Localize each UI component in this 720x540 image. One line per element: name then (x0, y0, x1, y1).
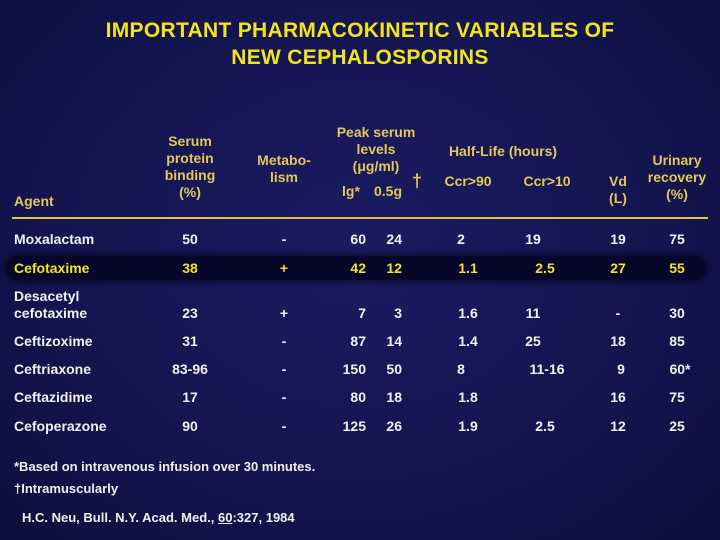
cell-urinary: 30 (669, 305, 685, 321)
cell-urinary: 60* (669, 361, 691, 377)
agent-name-line2: cefotaxime (14, 305, 88, 321)
cell-metabolism: + (279, 260, 289, 276)
cell-urinary: 85 (669, 333, 685, 349)
cell-binding: 38 (182, 260, 198, 276)
header-vd: Vd (L) (609, 173, 627, 206)
header-agent: Agent (14, 193, 54, 209)
cell-urinary: 75 (669, 389, 685, 405)
cell-binding: 23 (182, 305, 198, 321)
citation: H.C. Neu, Bull. N.Y. Acad. Med., 60:327,… (22, 510, 295, 526)
cell-peak-05g: 26 (386, 418, 402, 434)
cell-peak-1g: 7 (358, 305, 366, 321)
header-dagger-mark: † (412, 171, 423, 191)
cell-metabolism: + (279, 305, 289, 321)
cell-halflife-90: 1.4 (458, 333, 478, 349)
cell-metabolism: - (281, 418, 287, 434)
cell-halflife-10: 2.5 (535, 260, 555, 276)
cell-peak-05g: 24 (386, 231, 402, 247)
cell-binding: 31 (182, 333, 198, 349)
cell-binding: 83-96 (172, 361, 208, 377)
agent-name: Ceftriaxone (14, 361, 92, 377)
citation-volume: 60 (218, 510, 233, 525)
cell-urinary: 25 (669, 418, 685, 434)
cell-halflife-90: 1.1 (458, 260, 478, 276)
cell-vd: 18 (610, 333, 626, 349)
header-half-life: Half-Life (hours) (448, 143, 558, 159)
cell-metabolism: - (281, 231, 287, 247)
header-peak-dose-1g: lg* (342, 183, 360, 199)
header-ccr-gt-10: Ccr>10 (523, 173, 571, 189)
agent-name: Ceftizoxime (14, 333, 93, 349)
slide-title-line1: IMPORTANT PHARMACOKINETIC VARIABLES OF (105, 19, 615, 42)
header-metabolism: Metabo- lism (257, 152, 311, 185)
header-ccr-gt-90: Ccr>90 (444, 173, 492, 189)
cell-peak-05g: 3 (394, 305, 402, 321)
header-peak-dose-05g: 0.5g (374, 183, 403, 199)
header-urinary-recovery: Urinary recovery (%) (647, 152, 707, 202)
cell-vd: 19 (610, 231, 626, 247)
header-divider (12, 217, 708, 219)
cell-peak-1g: 80 (350, 389, 366, 405)
cell-halflife-90: 1.6 (458, 305, 478, 321)
cell-peak-05g: 14 (386, 333, 402, 349)
row-highlight-marker (6, 256, 706, 280)
cell-halflife-10: 25 (525, 333, 541, 349)
cell-urinary: 75 (669, 231, 685, 247)
cell-vd: - (615, 305, 621, 321)
cell-halflife-90: 1.9 (458, 418, 478, 434)
agent-name: Desacetyl (14, 288, 80, 304)
agent-name: Ceftazidime (14, 389, 93, 405)
cell-halflife-10: 11 (525, 305, 541, 321)
header-peak-serum: Peak serum levels (μg/ml) (336, 124, 416, 174)
agent-name: Moxalactam (14, 231, 95, 247)
cell-vd: 16 (610, 389, 626, 405)
cell-binding: 17 (182, 389, 198, 405)
cell-peak-05g: 50 (386, 361, 402, 377)
citation-text: H.C. Neu, Bull. N.Y. Acad. Med., (22, 510, 218, 525)
cell-urinary: 55 (669, 260, 685, 276)
cell-metabolism: - (281, 333, 287, 349)
cell-metabolism: - (281, 389, 287, 405)
cell-peak-1g: 125 (342, 418, 366, 434)
cell-halflife-10: 11-16 (529, 361, 565, 377)
cell-binding: 50 (182, 231, 198, 247)
cell-halflife-10: 19 (525, 231, 541, 247)
cell-peak-1g: 150 (342, 361, 366, 377)
citation-pages: :327, 1984 (232, 510, 295, 525)
cell-halflife-10: 2.5 (535, 418, 555, 434)
header-protein-binding: Serum protein binding (%) (164, 133, 216, 200)
agent-name: Cefotaxime (14, 260, 90, 276)
cell-vd: 12 (610, 418, 626, 434)
cell-halflife-90: 1.8 (458, 389, 478, 405)
cell-halflife-90: 8 (457, 361, 465, 377)
cell-peak-1g: 87 (350, 333, 366, 349)
cell-vd: 9 (617, 361, 625, 377)
agent-name: Cefoperazone (14, 418, 107, 434)
cell-peak-1g: 60 (350, 231, 366, 247)
slide-title-line2: NEW CEPHALOSPORINS (231, 46, 489, 69)
cell-vd: 27 (610, 260, 626, 276)
footnote-dagger: †Intramuscularly (14, 481, 119, 496)
footnote-asterisk: *Based on intravenous infusion over 30 m… (14, 459, 316, 474)
cell-peak-05g: 12 (386, 260, 402, 276)
cell-binding: 90 (182, 418, 198, 434)
cell-halflife-90: 2 (457, 231, 465, 247)
cell-peak-05g: 18 (386, 389, 402, 405)
cell-peak-1g: 42 (350, 260, 366, 276)
cell-metabolism: - (281, 361, 287, 377)
